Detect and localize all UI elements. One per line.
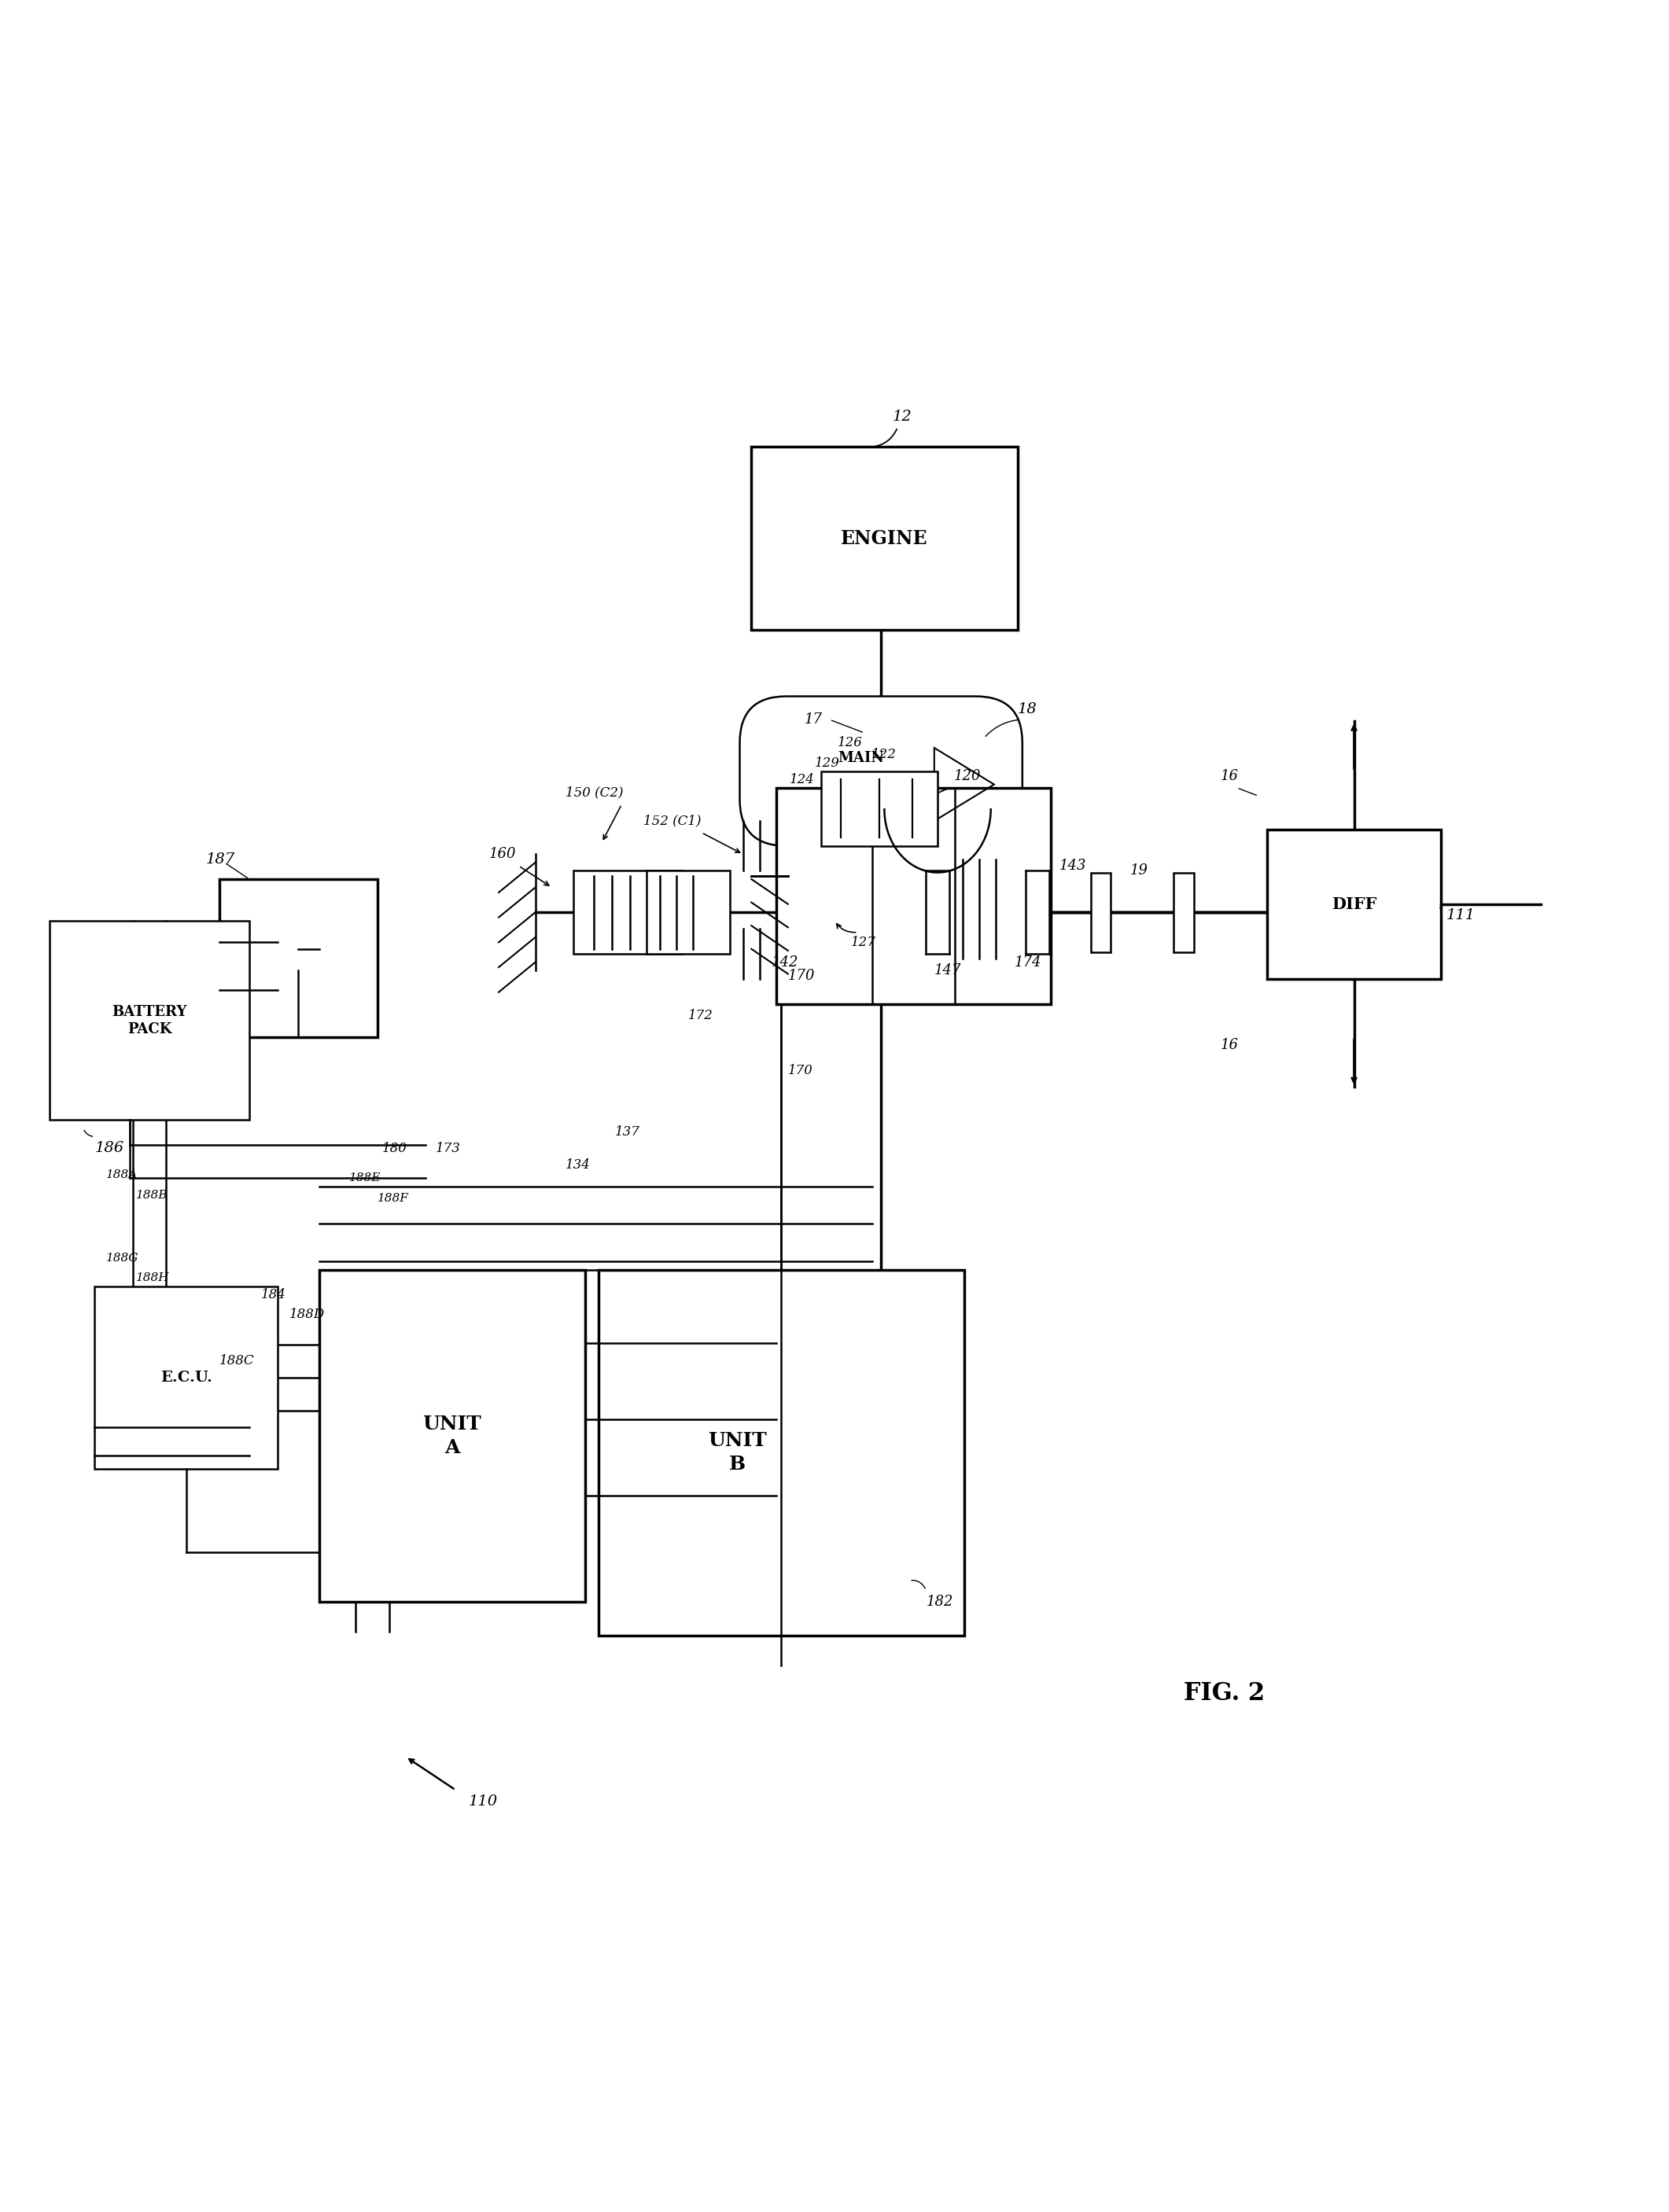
Text: 173: 173 bbox=[436, 1141, 461, 1155]
Text: 134: 134 bbox=[566, 1159, 591, 1172]
Text: 142: 142 bbox=[771, 956, 798, 969]
Bar bbox=[319, 1270, 586, 1601]
Bar bbox=[574, 872, 681, 953]
Text: PUMP: PUMP bbox=[836, 801, 886, 814]
Text: 16: 16 bbox=[1220, 1037, 1238, 1053]
Text: UNIT
A: UNIT A bbox=[422, 1416, 482, 1458]
Text: 188F: 188F bbox=[377, 1192, 409, 1203]
Text: 110: 110 bbox=[469, 1794, 497, 1809]
Text: 16: 16 bbox=[1220, 770, 1238, 783]
Text: 111: 111 bbox=[1447, 909, 1475, 922]
Text: ENGINE: ENGINE bbox=[841, 529, 928, 549]
Text: 137: 137 bbox=[616, 1126, 641, 1139]
Text: 188E: 188E bbox=[349, 1172, 381, 1183]
Text: FIG. 2: FIG. 2 bbox=[1183, 1681, 1265, 1705]
Text: 170: 170 bbox=[788, 1064, 813, 1077]
Bar bbox=[1090, 872, 1110, 953]
Text: 184: 184 bbox=[260, 1287, 285, 1301]
Text: 129: 129 bbox=[814, 757, 840, 770]
Text: 120: 120 bbox=[955, 770, 981, 783]
Bar bbox=[646, 872, 729, 953]
Text: 188B: 188B bbox=[137, 1190, 169, 1201]
Bar bbox=[1173, 872, 1193, 953]
Text: 152 (C1): 152 (C1) bbox=[643, 814, 701, 827]
Text: 18: 18 bbox=[1018, 703, 1036, 717]
Text: 126: 126 bbox=[838, 737, 863, 750]
Text: 172: 172 bbox=[688, 1009, 713, 1022]
Text: 174: 174 bbox=[1015, 956, 1041, 969]
FancyBboxPatch shape bbox=[739, 697, 1023, 845]
Bar bbox=[1267, 830, 1442, 980]
Text: 170: 170 bbox=[788, 969, 814, 982]
Text: 188D: 188D bbox=[289, 1307, 325, 1321]
Text: BATTERY
PACK: BATTERY PACK bbox=[112, 1004, 187, 1035]
Text: 124: 124 bbox=[789, 772, 814, 785]
Text: 188H: 188H bbox=[137, 1272, 170, 1283]
Text: 160: 160 bbox=[489, 847, 516, 860]
Bar bbox=[821, 772, 938, 845]
Bar bbox=[95, 1287, 277, 1469]
Text: UNIT
B: UNIT B bbox=[708, 1431, 766, 1473]
Text: DIFF: DIFF bbox=[1332, 896, 1377, 911]
Text: 127: 127 bbox=[851, 936, 876, 949]
Bar bbox=[751, 447, 1018, 630]
Text: 12: 12 bbox=[893, 409, 913, 425]
Text: 150 (C2): 150 (C2) bbox=[566, 785, 623, 799]
Text: 188C: 188C bbox=[219, 1354, 254, 1367]
Text: 186: 186 bbox=[95, 1141, 124, 1155]
Text: 143: 143 bbox=[1058, 858, 1087, 874]
Text: 122: 122 bbox=[871, 748, 896, 761]
Text: 19: 19 bbox=[1130, 863, 1148, 878]
Text: 180: 180 bbox=[382, 1141, 407, 1155]
Bar bbox=[50, 920, 249, 1119]
Text: MAIN: MAIN bbox=[838, 750, 885, 765]
Text: E.C.U.: E.C.U. bbox=[160, 1371, 212, 1385]
Text: 187: 187 bbox=[205, 852, 235, 867]
Text: 188A: 188A bbox=[107, 1170, 139, 1181]
Bar bbox=[776, 787, 1050, 1004]
Text: 147: 147 bbox=[935, 964, 961, 978]
Text: 182: 182 bbox=[926, 1595, 953, 1608]
Bar bbox=[599, 1270, 965, 1635]
Text: 188G: 188G bbox=[107, 1252, 139, 1263]
Bar bbox=[219, 878, 377, 1037]
Text: 17: 17 bbox=[804, 712, 823, 728]
